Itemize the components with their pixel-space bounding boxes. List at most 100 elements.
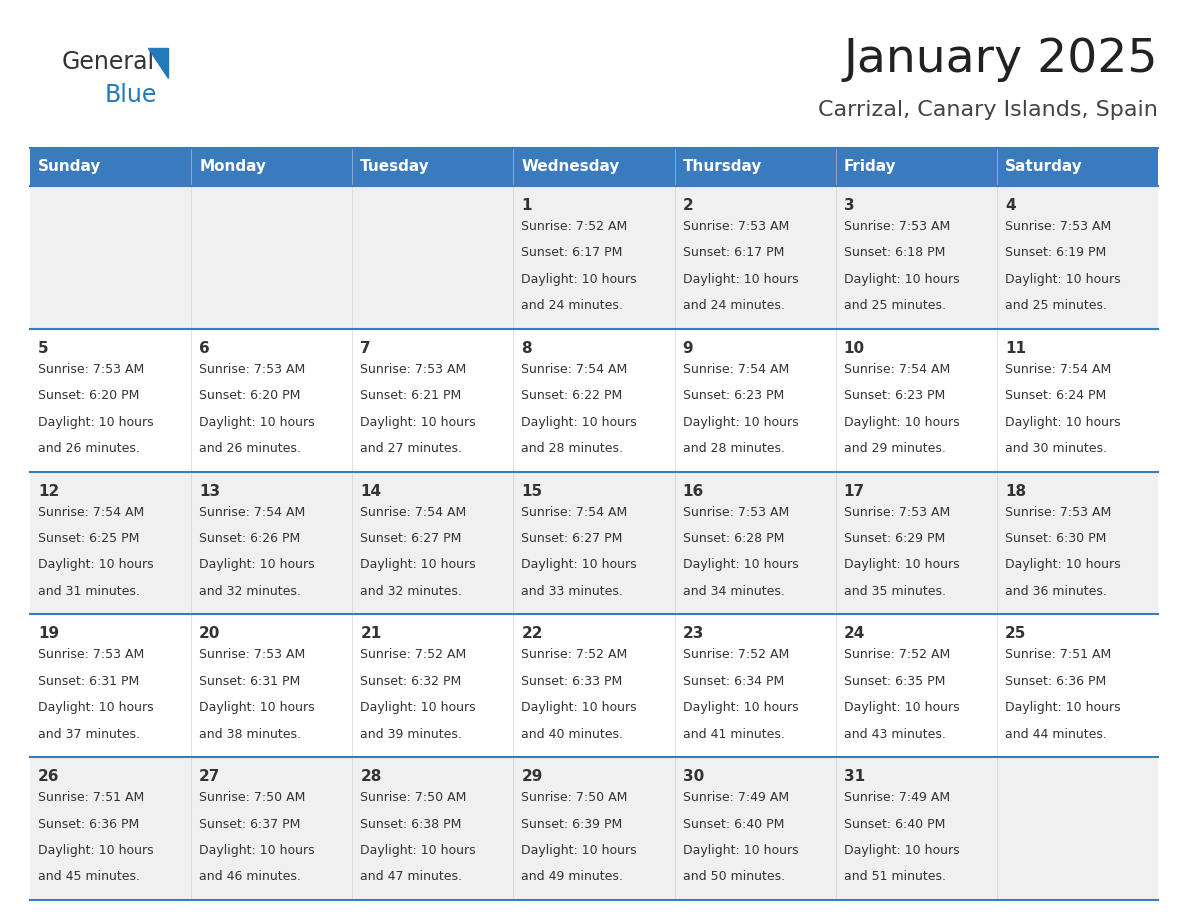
Text: Sunday: Sunday (38, 160, 101, 174)
Text: 23: 23 (683, 626, 704, 642)
Text: Sunrise: 7:52 AM: Sunrise: 7:52 AM (522, 648, 627, 661)
Text: Daylight: 10 hours: Daylight: 10 hours (522, 701, 637, 714)
Text: and 35 minutes.: and 35 minutes. (843, 585, 946, 598)
Text: 2: 2 (683, 198, 694, 213)
Text: Sunset: 6:23 PM: Sunset: 6:23 PM (683, 389, 784, 402)
Text: and 28 minutes.: and 28 minutes. (522, 442, 624, 455)
Text: Sunset: 6:32 PM: Sunset: 6:32 PM (360, 675, 462, 688)
Text: and 29 minutes.: and 29 minutes. (843, 442, 946, 455)
Text: 31: 31 (843, 769, 865, 784)
Text: Sunset: 6:37 PM: Sunset: 6:37 PM (200, 818, 301, 831)
Text: Sunrise: 7:50 AM: Sunrise: 7:50 AM (200, 791, 305, 804)
Text: Daylight: 10 hours: Daylight: 10 hours (360, 558, 476, 571)
Text: Daylight: 10 hours: Daylight: 10 hours (200, 844, 315, 857)
Text: Sunrise: 7:53 AM: Sunrise: 7:53 AM (200, 363, 305, 375)
Text: January 2025: January 2025 (843, 38, 1158, 83)
Bar (30, 757, 1158, 900)
Text: Daylight: 10 hours: Daylight: 10 hours (38, 844, 153, 857)
Text: Sunrise: 7:52 AM: Sunrise: 7:52 AM (360, 648, 467, 661)
Text: Sunset: 6:31 PM: Sunset: 6:31 PM (200, 675, 301, 688)
Text: Sunrise: 7:53 AM: Sunrise: 7:53 AM (38, 363, 144, 375)
Text: Sunrise: 7:53 AM: Sunrise: 7:53 AM (360, 363, 467, 375)
Text: Sunrise: 7:51 AM: Sunrise: 7:51 AM (38, 791, 144, 804)
Text: Sunset: 6:22 PM: Sunset: 6:22 PM (522, 389, 623, 402)
Text: and 49 minutes.: and 49 minutes. (522, 870, 624, 883)
Text: Daylight: 10 hours: Daylight: 10 hours (522, 416, 637, 429)
Text: and 38 minutes.: and 38 minutes. (200, 728, 302, 741)
Text: and 45 minutes.: and 45 minutes. (38, 870, 140, 883)
Bar (30, 329, 1158, 472)
Text: 12: 12 (38, 484, 59, 498)
Text: Sunrise: 7:49 AM: Sunrise: 7:49 AM (843, 791, 950, 804)
Text: and 25 minutes.: and 25 minutes. (843, 299, 946, 312)
Text: 29: 29 (522, 769, 543, 784)
Text: Daylight: 10 hours: Daylight: 10 hours (683, 416, 798, 429)
Text: 27: 27 (200, 769, 221, 784)
Text: Daylight: 10 hours: Daylight: 10 hours (843, 273, 960, 285)
Text: and 40 minutes.: and 40 minutes. (522, 728, 624, 741)
Text: Sunrise: 7:54 AM: Sunrise: 7:54 AM (38, 506, 144, 519)
Text: Daylight: 10 hours: Daylight: 10 hours (683, 844, 798, 857)
Text: Sunrise: 7:54 AM: Sunrise: 7:54 AM (522, 363, 627, 375)
Text: Sunset: 6:19 PM: Sunset: 6:19 PM (1005, 246, 1106, 260)
Text: Daylight: 10 hours: Daylight: 10 hours (1005, 701, 1120, 714)
Text: Sunrise: 7:54 AM: Sunrise: 7:54 AM (200, 506, 305, 519)
Text: Daylight: 10 hours: Daylight: 10 hours (360, 416, 476, 429)
Text: Sunrise: 7:54 AM: Sunrise: 7:54 AM (1005, 363, 1111, 375)
Text: Sunrise: 7:53 AM: Sunrise: 7:53 AM (38, 648, 144, 661)
Text: 20: 20 (200, 626, 221, 642)
Text: and 50 minutes.: and 50 minutes. (683, 870, 785, 883)
Text: 3: 3 (843, 198, 854, 213)
Text: 7: 7 (360, 341, 371, 356)
Text: Carrizal, Canary Islands, Spain: Carrizal, Canary Islands, Spain (819, 100, 1158, 120)
Text: and 26 minutes.: and 26 minutes. (38, 442, 140, 455)
Text: Sunset: 6:34 PM: Sunset: 6:34 PM (683, 675, 784, 688)
Text: Sunset: 6:18 PM: Sunset: 6:18 PM (843, 246, 946, 260)
Text: Sunrise: 7:53 AM: Sunrise: 7:53 AM (1005, 220, 1111, 233)
Text: Sunset: 6:20 PM: Sunset: 6:20 PM (38, 389, 139, 402)
Text: Sunset: 6:21 PM: Sunset: 6:21 PM (360, 389, 462, 402)
Text: and 30 minutes.: and 30 minutes. (1005, 442, 1107, 455)
Text: 19: 19 (38, 626, 59, 642)
Text: Daylight: 10 hours: Daylight: 10 hours (200, 416, 315, 429)
Text: Sunset: 6:36 PM: Sunset: 6:36 PM (38, 818, 139, 831)
Text: Sunset: 6:17 PM: Sunset: 6:17 PM (683, 246, 784, 260)
Text: and 51 minutes.: and 51 minutes. (843, 870, 946, 883)
Text: 15: 15 (522, 484, 543, 498)
Text: and 44 minutes.: and 44 minutes. (1005, 728, 1107, 741)
Text: and 43 minutes.: and 43 minutes. (843, 728, 946, 741)
Text: and 31 minutes.: and 31 minutes. (38, 585, 140, 598)
Text: Daylight: 10 hours: Daylight: 10 hours (843, 701, 960, 714)
Text: and 33 minutes.: and 33 minutes. (522, 585, 624, 598)
Text: 5: 5 (38, 341, 49, 356)
Bar (30, 186, 1158, 329)
Text: 13: 13 (200, 484, 220, 498)
Text: 9: 9 (683, 341, 694, 356)
Text: 8: 8 (522, 341, 532, 356)
Text: and 24 minutes.: and 24 minutes. (683, 299, 784, 312)
Text: 28: 28 (360, 769, 381, 784)
Text: and 34 minutes.: and 34 minutes. (683, 585, 784, 598)
Text: Tuesday: Tuesday (360, 160, 430, 174)
Text: Sunrise: 7:52 AM: Sunrise: 7:52 AM (843, 648, 950, 661)
Text: Daylight: 10 hours: Daylight: 10 hours (843, 844, 960, 857)
Text: Thursday: Thursday (683, 160, 762, 174)
Text: Daylight: 10 hours: Daylight: 10 hours (843, 416, 960, 429)
Text: Sunset: 6:25 PM: Sunset: 6:25 PM (38, 532, 139, 545)
Text: Daylight: 10 hours: Daylight: 10 hours (843, 558, 960, 571)
Text: 10: 10 (843, 341, 865, 356)
Text: Sunrise: 7:54 AM: Sunrise: 7:54 AM (522, 506, 627, 519)
Text: Sunset: 6:24 PM: Sunset: 6:24 PM (1005, 389, 1106, 402)
Text: 14: 14 (360, 484, 381, 498)
Text: Sunset: 6:35 PM: Sunset: 6:35 PM (843, 675, 946, 688)
Text: Sunrise: 7:53 AM: Sunrise: 7:53 AM (843, 506, 950, 519)
Text: 16: 16 (683, 484, 703, 498)
Text: Sunset: 6:28 PM: Sunset: 6:28 PM (683, 532, 784, 545)
Text: Blue: Blue (105, 83, 157, 107)
Text: Monday: Monday (200, 160, 266, 174)
Text: Daylight: 10 hours: Daylight: 10 hours (360, 844, 476, 857)
Text: Sunset: 6:40 PM: Sunset: 6:40 PM (843, 818, 946, 831)
Text: and 32 minutes.: and 32 minutes. (200, 585, 301, 598)
Text: Sunrise: 7:50 AM: Sunrise: 7:50 AM (522, 791, 628, 804)
Text: Sunset: 6:33 PM: Sunset: 6:33 PM (522, 675, 623, 688)
